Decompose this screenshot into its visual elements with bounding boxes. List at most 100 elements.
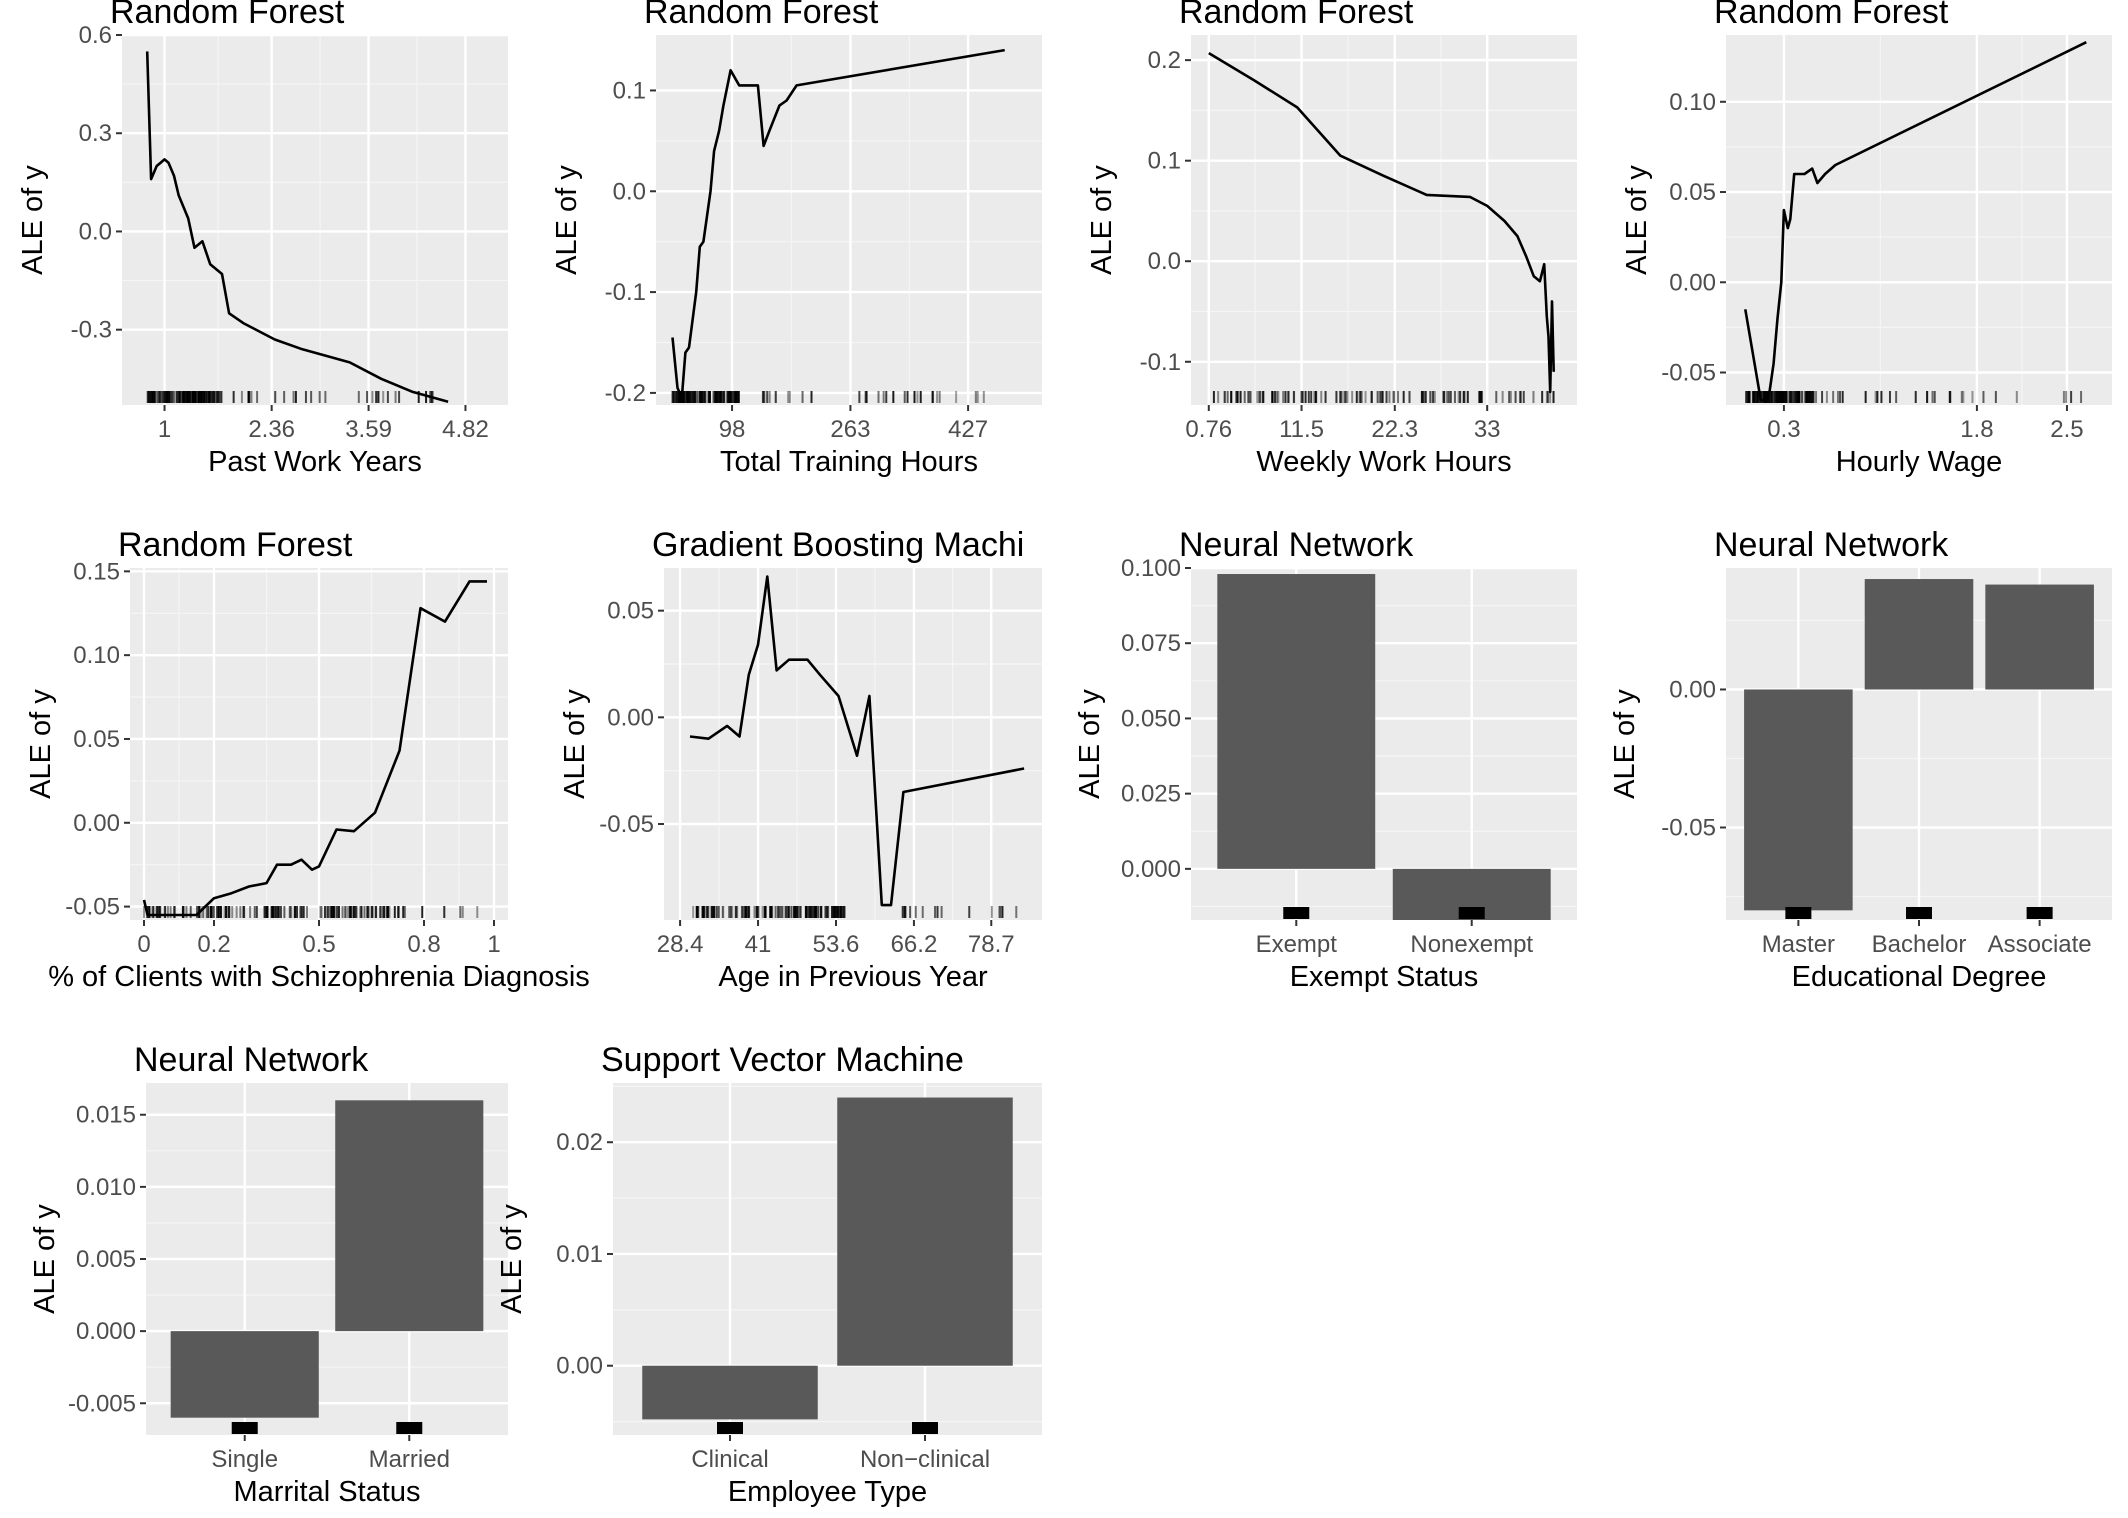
chart-panel: Support Vector Machine 0.00 0.01 0.02 Clinic… xyxy=(496,1041,1042,1508)
x-tick-label: 0.3 xyxy=(1767,416,1800,443)
x-tick-label: 263 xyxy=(830,416,870,443)
x-category-label: Associate xyxy=(1988,931,2092,958)
y-tick-label: 0.0 xyxy=(613,178,646,205)
y-tick-label: 0.6 xyxy=(79,22,112,49)
y-tick-label: -0.05 xyxy=(1661,815,1716,842)
bar xyxy=(335,1100,484,1332)
x-axis-title: Past Work Years xyxy=(208,446,422,478)
y-axis-title: ALE of y xyxy=(29,1204,61,1314)
y-tick-label: 0.02 xyxy=(556,1129,603,1156)
y-tick-label: -0.2 xyxy=(605,380,646,407)
series-line xyxy=(671,48,1005,400)
x-tick-label: 41 xyxy=(745,931,772,958)
bar xyxy=(1864,579,1974,690)
series-line xyxy=(1208,51,1555,394)
x-tick-label: 3.59 xyxy=(345,416,392,443)
y-tick-label: 0.050 xyxy=(1121,705,1181,732)
plot-panel-bg xyxy=(656,35,1042,405)
x-tick-label: 78.7 xyxy=(968,931,1015,958)
x-tick-label: 427 xyxy=(948,416,988,443)
y-tick-label: 0.2 xyxy=(1148,47,1181,74)
panel-title: Random Forest xyxy=(644,0,879,31)
bar xyxy=(1217,574,1376,869)
x-category-label: Nonexempt xyxy=(1410,931,1533,958)
rug-mark xyxy=(1283,907,1310,919)
x-axis-title: Total Training Hours xyxy=(720,446,978,478)
chart-panel: Random Forest -0.05 0.00 0.05 0.10 0.15 0 0.2 0.… xyxy=(25,526,590,993)
y-tick-label: -0.005 xyxy=(68,1390,136,1417)
y-tick-label: -0.05 xyxy=(65,894,120,921)
x-category-label: Married xyxy=(369,1446,450,1473)
x-category-label: Non−clinical xyxy=(860,1446,990,1473)
panel-title: Neural Network xyxy=(1714,526,1949,564)
y-axis-title: ALE of y xyxy=(559,689,591,799)
y-axis-title: ALE of y xyxy=(17,165,49,275)
panel-title: Random Forest xyxy=(1179,0,1414,31)
y-tick-label: 0.00 xyxy=(607,704,654,731)
series-line xyxy=(142,580,487,917)
rug-marks xyxy=(671,391,985,403)
y-tick-label: -0.3 xyxy=(71,317,112,344)
y-tick-label: 0.1 xyxy=(613,77,646,104)
y-tick-label: -0.1 xyxy=(605,279,646,306)
x-category-label: Master xyxy=(1762,931,1835,958)
rug-marks xyxy=(146,391,434,403)
chart-panel: Random Forest -0.2 -0.1 0.0 0.1 98 263 427 Total… xyxy=(551,0,1042,478)
y-tick-label: 0.100 xyxy=(1121,555,1181,582)
y-tick-label: 0.10 xyxy=(73,642,120,669)
x-tick-label: 1 xyxy=(158,416,171,443)
x-tick-label: 1 xyxy=(487,931,500,958)
rug-marks xyxy=(1212,391,1555,403)
x-category-label: Bachelor xyxy=(1872,931,1967,958)
bar xyxy=(1744,689,1853,911)
panel-title: Neural Network xyxy=(134,1041,369,1079)
rug-marks xyxy=(143,906,479,918)
chart-panel: Random Forest -0.1 0.0 0.1 0.2 0.76 11.5 22.3 33… xyxy=(1086,0,1577,478)
y-tick-label: 0.15 xyxy=(73,558,120,585)
x-tick-label: 0.5 xyxy=(302,931,335,958)
x-tick-label: 0.8 xyxy=(407,931,440,958)
x-axis-title: % of Clients with Schizophrenia Diagnosi… xyxy=(48,961,590,993)
x-tick-label: 0.2 xyxy=(197,931,230,958)
x-tick-label: 98 xyxy=(719,416,746,443)
bar xyxy=(170,1331,319,1418)
y-tick-label: 0.010 xyxy=(76,1174,136,1201)
y-tick-label: 0.3 xyxy=(79,120,112,147)
chart-panel: Neural Network 0.000 0.025 0.050 0.075 0.100 E… xyxy=(1074,526,1577,993)
rug-mark xyxy=(1906,907,1932,919)
rug-marks xyxy=(1745,391,2083,403)
x-tick-label: 1.8 xyxy=(1960,416,1993,443)
x-tick-label: 33 xyxy=(1474,416,1501,443)
rug-mark xyxy=(231,1422,258,1434)
rug-mark xyxy=(912,1422,938,1434)
series-line xyxy=(1744,41,2087,403)
panel-title: Random Forest xyxy=(118,526,353,564)
y-tick-label: 0.01 xyxy=(556,1241,603,1268)
panel-title: Gradient Boosting Machi xyxy=(652,526,1024,564)
chart-panel: Neural Network -0.005 0.000 0.005 0.010 0.015… xyxy=(29,1041,508,1508)
y-tick-label: 0.10 xyxy=(1669,89,1716,116)
y-tick-label: 0.00 xyxy=(1669,269,1716,296)
chart-panel: Random Forest -0.3 0.0 0.3 0.6 1 2.36 3.59 4.82 P… xyxy=(17,0,508,478)
x-axis-title: Hourly Wage xyxy=(1836,446,2003,478)
x-tick-label: 4.82 xyxy=(442,416,489,443)
x-tick-label: 2.5 xyxy=(2050,416,2083,443)
rug-marks xyxy=(692,906,1018,918)
y-tick-label: 0.05 xyxy=(607,598,654,625)
y-axis-title: ALE of y xyxy=(1621,165,1653,275)
x-axis-title: Marrital Status xyxy=(234,1476,421,1508)
series-line xyxy=(145,51,449,403)
x-tick-label: 66.2 xyxy=(891,931,938,958)
y-tick-label: 0.00 xyxy=(1669,676,1716,703)
rug-mark xyxy=(1785,907,1812,919)
y-tick-label: -0.05 xyxy=(599,811,654,838)
x-tick-label: 11.5 xyxy=(1279,416,1324,443)
x-tick-label: 53.6 xyxy=(813,931,860,958)
y-axis-title: ALE of y xyxy=(1609,689,1641,799)
y-axis-title: ALE of y xyxy=(1086,165,1118,275)
x-category-label: Clinical xyxy=(691,1446,768,1473)
y-tick-label: 0.005 xyxy=(76,1246,136,1273)
y-axis-title: ALE of y xyxy=(1074,689,1106,799)
y-tick-label: -0.1 xyxy=(1140,349,1181,376)
